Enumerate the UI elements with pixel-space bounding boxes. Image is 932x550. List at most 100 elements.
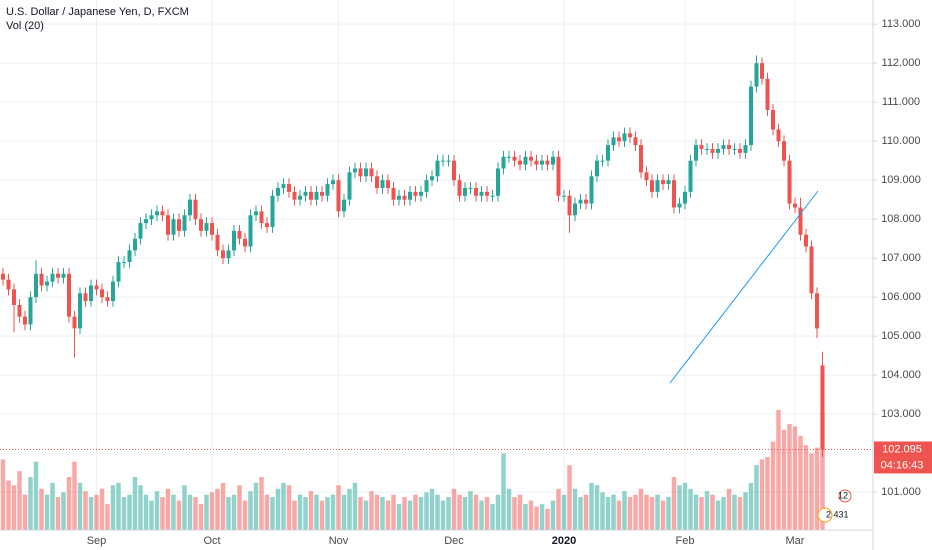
volume-bar <box>88 497 94 530</box>
volume-bar <box>688 488 693 530</box>
candle-body <box>441 160 445 162</box>
volume-bar <box>143 494 149 530</box>
volume-bar <box>270 497 275 530</box>
candle-body <box>12 289 16 305</box>
volume-bar <box>160 497 165 530</box>
volume-bar <box>748 482 754 530</box>
candle-body <box>644 172 649 181</box>
candle-body <box>309 191 313 200</box>
candle-body <box>287 184 291 192</box>
volume-bar <box>523 504 528 530</box>
volume-bar <box>682 482 688 530</box>
volume-bar <box>490 504 495 530</box>
candle-body <box>743 145 748 153</box>
volume-bar <box>264 494 270 530</box>
volume-bar <box>550 500 556 530</box>
volume-bar <box>600 492 605 530</box>
volume-bar <box>61 492 66 530</box>
candle-body <box>490 195 495 197</box>
volume-bar <box>121 497 127 530</box>
candle-body <box>738 148 742 153</box>
volume-bar <box>209 492 215 530</box>
candle-body <box>177 219 181 231</box>
volume-bar <box>275 488 281 530</box>
volume-bar <box>28 477 33 530</box>
volume-bar <box>50 482 55 530</box>
volume-bar <box>594 485 600 530</box>
candle-body <box>567 195 572 216</box>
candle-body <box>804 234 808 247</box>
candle-body <box>375 176 379 188</box>
candle-body <box>540 160 544 165</box>
candle-body <box>650 180 654 192</box>
volume-bar <box>814 447 820 530</box>
candle-body <box>793 203 797 208</box>
volume-bar <box>468 491 473 530</box>
candle-body <box>342 199 346 212</box>
y-tick-label: 103.000 <box>881 408 921 420</box>
candle-body <box>94 285 99 290</box>
candle-body <box>67 273 71 317</box>
volume-bar <box>820 412 825 530</box>
candle-body <box>485 191 489 196</box>
candle-body <box>628 133 632 138</box>
candle-body <box>353 168 357 173</box>
volume-bar <box>517 494 523 530</box>
volume-bar <box>462 497 468 530</box>
volume-bar <box>369 491 374 530</box>
volume-bar <box>138 485 143 530</box>
volume-bar <box>638 488 644 530</box>
volume-bar <box>215 488 220 530</box>
volume-bar <box>693 494 699 530</box>
volume-bar <box>754 465 759 530</box>
candle-body <box>166 215 170 235</box>
candle-body <box>754 63 759 87</box>
badge-icon <box>838 489 852 503</box>
trend-line[interactable] <box>669 190 819 384</box>
candle-body <box>83 293 88 302</box>
candle-body <box>815 293 819 329</box>
candle-body <box>727 145 731 149</box>
volume-bar <box>297 494 303 530</box>
candle-body <box>496 168 500 196</box>
candle-body <box>215 234 220 251</box>
candle-body <box>705 148 709 150</box>
candle-body <box>435 160 440 177</box>
y-tick-label: 101.000 <box>881 486 921 498</box>
volume-bar <box>611 494 616 530</box>
candle-body <box>809 246 814 294</box>
volume-bar <box>539 504 545 530</box>
volume-bar <box>374 494 380 530</box>
candle-body <box>127 250 132 263</box>
candle-body <box>661 180 665 185</box>
candle-body <box>116 262 121 282</box>
volume-bar <box>231 494 237 530</box>
volume-bar <box>721 497 726 530</box>
candle-body <box>408 191 412 200</box>
candle-body <box>210 223 214 235</box>
candle-body <box>749 86 753 146</box>
candle-body <box>512 156 517 161</box>
volume-bar <box>226 497 231 530</box>
candle-body <box>160 211 165 216</box>
volume-bar <box>303 497 308 530</box>
candle-body <box>144 219 148 224</box>
candle-body <box>463 187 467 196</box>
candle-body <box>523 156 528 165</box>
volume-bar <box>699 497 704 530</box>
candle-body <box>683 191 687 204</box>
candle-body <box>578 199 583 204</box>
last-price-box <box>874 441 932 458</box>
volume-bar <box>589 482 594 530</box>
volume-bar <box>242 500 248 530</box>
volume-bar <box>198 504 204 530</box>
candle-body <box>479 191 484 196</box>
candle-body <box>232 230 236 251</box>
candle-body <box>787 160 792 204</box>
axis-layer: 101.000102.000103.000104.000105.000106.0… <box>0 18 932 547</box>
volume-bar <box>341 494 347 530</box>
volume-bar <box>308 491 314 530</box>
candle-body <box>694 145 698 161</box>
